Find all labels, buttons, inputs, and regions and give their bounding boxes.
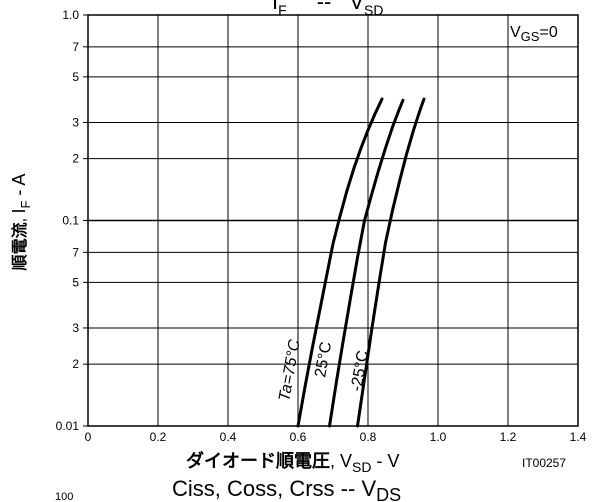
next-chart-tick: 100 (55, 491, 73, 502)
y-tick-label: 2 (72, 357, 79, 371)
series-line-0 (298, 99, 382, 426)
y-tick-label: 1.0 (62, 8, 79, 22)
x-tick-label: 1.2 (500, 430, 517, 444)
x-axis-title-sd: SD (352, 459, 371, 475)
x-axis-title-comma: , (330, 451, 340, 471)
next-chart-title: Ciss, Coss, Crss -- VDS (172, 476, 401, 502)
condition-value: =0 (539, 24, 557, 41)
chart-title-dashes: -- (317, 0, 332, 14)
next-chart-title-sub: DS (376, 485, 401, 502)
y-tick-label: 5 (72, 275, 79, 289)
condition-legend: VGS=0 (510, 24, 558, 44)
tick-labels: 0 0.2 0.4 0.6 0.8 1.0 1.2 1.4 0.01 2 3 5 7 0.1 2 3 5 7 1.0 (56, 8, 587, 444)
x-axis-title-v: V (340, 451, 352, 471)
x-tick-label: 0.4 (220, 430, 237, 444)
condition-label: VGS=0 (510, 24, 558, 44)
curve-label-75: Ta=75°C (276, 338, 304, 403)
next-chart-title-text: Ciss, Coss, Crss -- V (172, 476, 376, 501)
x-tick-label: 0.8 (360, 430, 377, 444)
y-axis-title-f: F (18, 201, 33, 209)
y-tick-label: 5 (72, 70, 79, 84)
condition-gs: GS (521, 29, 540, 44)
y-tick-label: 7 (72, 245, 79, 259)
y-tick-label: 0.1 (62, 214, 79, 228)
x-tick-label: 0 (85, 430, 92, 444)
y-axis-title-comma: , (12, 214, 29, 223)
y-tick-label: 7 (72, 40, 79, 54)
x-tick-label: 0.2 (150, 430, 167, 444)
x-tick-label: 1.4 (570, 430, 587, 444)
y-tick-label: 0.01 (56, 419, 80, 433)
y-tick-label: 3 (72, 115, 79, 129)
x-axis-title-jp: ダイオード順電圧 (186, 450, 330, 471)
y-axis-title-unit: - A (9, 174, 29, 201)
x-axis-title-unit: - V (371, 451, 399, 471)
x-axis-title: ダイオード順電圧, VSD - V (186, 450, 400, 475)
chart-title-v: V (349, 0, 364, 14)
x-tick-label: 0.6 (290, 430, 307, 444)
x-tick-label: 1.0 (430, 430, 447, 444)
condition-v: V (510, 24, 521, 41)
y-axis-title: 順電流, IF - A (9, 174, 33, 272)
curve-label-25: 25°C (312, 341, 335, 379)
y-tick-label: 3 (72, 321, 79, 335)
y-tick-label: 2 (72, 152, 79, 166)
figure-code: IT00257 (522, 456, 566, 470)
y-axis-title-jp: 順電流 (10, 222, 29, 271)
